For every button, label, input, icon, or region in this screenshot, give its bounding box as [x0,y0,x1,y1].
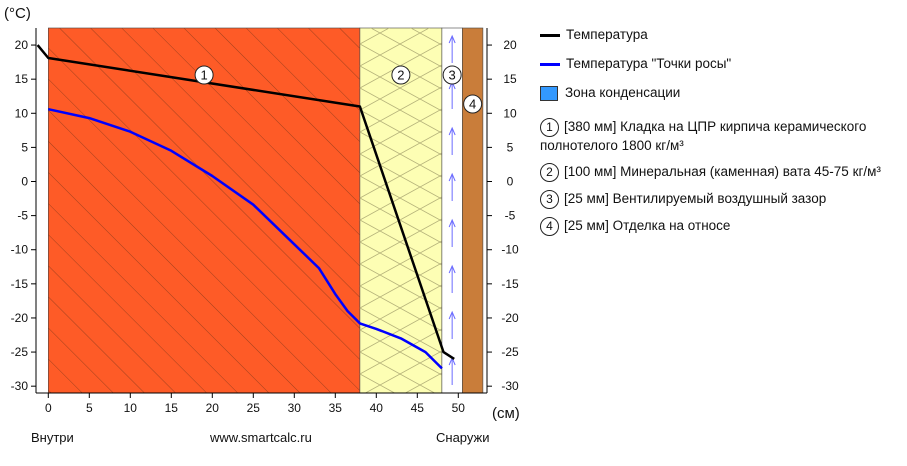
layer-markers: 1 2 34 [194,65,483,114]
x-tick-label: 0 [45,401,52,415]
y-tick-label: -15 [11,277,29,291]
footer-site-label: www.smartcalc.ru [209,430,312,445]
airflow-arrow-head [448,172,456,182]
airflow-arrow-head [448,126,456,136]
y-tick-label: 15 [15,72,29,86]
y-tick-label: 15 [503,72,517,86]
layer-4-marker-label: 4 [469,97,476,112]
layer-number-badge: 3 [540,190,559,209]
legend-layer-label: [25 мм] Вентилируемый воздушный зазор [564,191,827,207]
y-tick-label: 5 [507,140,514,154]
dewpoint-line-swatch [540,62,560,66]
legend-layer-3: 3 [25 мм] Вентилируемый воздушный зазор [540,190,900,209]
airflow-arrow-head [448,218,456,228]
y-tick-label: -25 [11,345,29,359]
legend-layer-label: [100 мм] Минеральная (каменная) вата 45-… [564,164,881,180]
layer-2-marker [391,65,411,85]
temperature-line-swatch [540,33,560,37]
layer-1-pattern [48,28,360,393]
x-tick-label: 30 [288,401,302,415]
legend-layer-label: [25 мм] Отделка на относе [564,218,731,234]
y-tick-label: -25 [501,345,519,359]
x-tick-label: 25 [247,401,261,415]
layer-4-marker [463,94,483,114]
y-tick-label: 20 [15,38,29,52]
y-tick-label: 20 [503,38,517,52]
layer-3-marker-label: 3 [449,68,456,83]
airflow-arrow-head [448,264,456,274]
y-tick-label: -5 [17,209,28,223]
legend-item-dewpoint: Температура "Точки росы" [540,55,900,73]
y-tick-label: 0 [21,175,28,189]
layer-1-marker-label: 1 [200,68,207,83]
layer-number-badge: 1 [540,118,559,137]
condensation-zone-swatch [540,85,558,101]
legend-layer-label: [380 мм] Кладка на ЦПР кирпича керамичес… [540,119,867,153]
layer-number-badge: 4 [540,217,559,236]
x-tick-label: 40 [370,401,384,415]
layer-1-marker [194,65,214,85]
layer-4-fill [462,27,484,394]
series-lines [36,44,455,370]
x-tick-label: 35 [329,401,343,415]
x-tick-label: 5 [86,401,93,415]
dewpoint-line [48,107,443,370]
x-tick-label: 15 [165,401,179,415]
y-tick-label: -30 [11,379,29,393]
footer-left-label: Внутри [31,430,74,445]
y-tick-label: -30 [501,379,519,393]
airflow-arrow-head [448,310,456,320]
layer-3-marker [442,65,462,85]
y-tick-label: -20 [501,311,519,325]
legend-item-temperature: Температура [540,26,900,44]
y-unit-label: (°C) [4,5,31,22]
y-tick-label: -10 [501,243,519,257]
airflow-arrow-head [448,34,456,44]
layer-2-marker-label: 2 [397,68,404,83]
y-tick-label: -20 [11,311,29,325]
wall-layers [47,27,484,394]
legend: Температура Температура "Точки росы" Зон… [540,26,900,244]
x-tick-label: 10 [124,401,138,415]
y-tick-label: 10 [503,106,517,120]
footer-right-label: Снаружи [436,430,490,445]
y-tick-label: 5 [21,140,28,154]
x-tick-label: 50 [452,401,466,415]
y-tick-label: -15 [501,277,519,291]
legend-condensation-label: Зона конденсации [565,85,681,100]
y-tick-label: 0 [507,175,514,189]
y-tick-label: -5 [505,209,516,223]
x-tick-label: 45 [411,401,425,415]
layer-number-badge: 2 [540,163,559,182]
legend-layer-4: 4 [25 мм] Отделка на относе [540,217,900,236]
legend-layer-1: 1 [380 мм] Кладка на ЦПР кирпича керамиче… [540,118,900,155]
y-tick-label: 10 [15,106,29,120]
legend-dewpoint-label: Температура "Точки росы" [566,56,732,71]
legend-item-condensation: Зона конденсации [540,84,900,102]
x-tick-label: 20 [206,401,220,415]
x-unit-label: (см) [492,405,520,422]
legend-temperature-label: Температура [566,27,648,42]
y-tick-label: -10 [11,243,29,257]
layer-2-pattern [359,28,442,393]
legend-layer-2: 2 [100 мм] Минеральная (каменная) вата 45… [540,163,900,182]
temperature-line [36,44,455,360]
